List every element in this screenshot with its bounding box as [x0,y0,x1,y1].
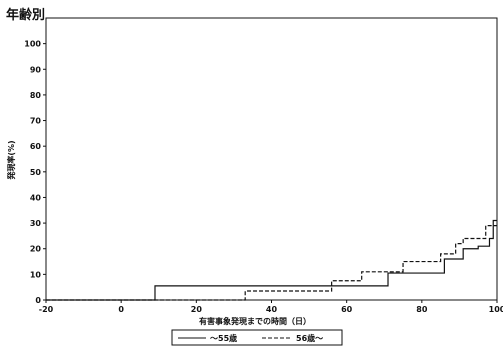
y-tick-label: 50 [30,168,42,177]
legend-label-series-1: 〜55歳 [210,333,237,343]
series-layer [46,221,497,300]
legend-label-series-2: 56歳〜 [296,333,323,343]
x-tick-label: -20 [39,305,54,314]
y-tick-label: 80 [30,91,42,100]
y-tick-label: 30 [30,219,42,228]
y-tick-label: 20 [30,245,42,254]
y-tick-label: 10 [30,270,42,279]
legend: 〜55歳 56歳〜 [172,330,342,345]
x-tick-label: 20 [191,305,203,314]
x-axis-label: 有害事象発現までの時間（日） [199,316,311,326]
x-axis-ticks: -20 0 20 40 60 80 100 [39,300,503,314]
series-line-1 [46,221,497,300]
x-tick-label: 60 [341,305,353,314]
plot-frame [46,18,497,300]
x-tick-label: 80 [416,305,428,314]
y-tick-label: 70 [30,117,42,126]
y-axis-ticks: 0 10 20 30 40 50 60 70 80 90 100 [24,40,46,305]
y-tick-label: 60 [30,142,42,151]
x-tick-label: 100 [489,305,503,314]
y-axis-label: 発現率(%) [6,140,16,180]
y-tick-label: 100 [24,40,41,49]
series-line-2 [46,226,497,300]
y-tick-label: 0 [35,296,41,305]
y-tick-label: 40 [30,193,42,202]
x-tick-label: 40 [266,305,278,314]
x-tick-label: 0 [118,305,124,314]
y-tick-label: 90 [30,65,42,74]
